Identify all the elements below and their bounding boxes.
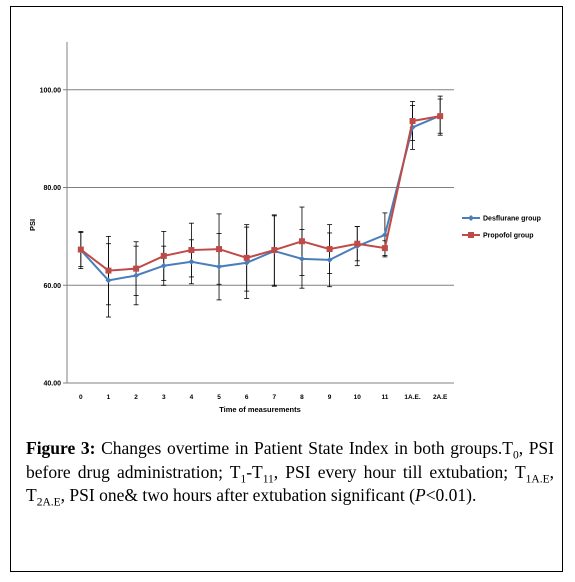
x-tick-label: 10: [354, 394, 362, 401]
data-point: [243, 259, 250, 266]
y-tick-labels: 40.00 60.00 80.00 100.00: [40, 87, 62, 387]
data-point: [77, 246, 84, 253]
x-tick-labels: 0 1 2 3 4 5 6 7 8 9 10 11 1A.E. 2A.E: [79, 394, 448, 401]
legend-entry: Desflurane group: [462, 215, 541, 223]
data-point: [298, 255, 305, 262]
series-line-1: [80, 114, 441, 282]
x-tick-label: 8: [300, 394, 304, 401]
x-tick-label: 2: [134, 394, 138, 401]
x-tick-label: 7: [273, 394, 277, 401]
legend-marker: [468, 215, 474, 221]
data-point: [326, 246, 333, 253]
data-point: [243, 254, 250, 261]
y-tick-label: 60.00: [43, 283, 61, 290]
y-tick-label: 40.00: [43, 381, 61, 388]
data-point: [160, 262, 167, 269]
x-tick-label: 1A.E.: [404, 394, 420, 401]
error-bars: [78, 95, 443, 318]
y-tick-label: 100.00: [40, 87, 62, 94]
figure-frame: [10, 6, 563, 572]
series-lines: [77, 112, 444, 284]
legend-entry: Propofol group: [462, 232, 534, 240]
data-point: [133, 265, 140, 272]
data-point: [381, 231, 388, 238]
x-tick-label: 11: [381, 394, 388, 401]
data-point: [188, 258, 195, 265]
chart: 40.00 60.00 80.00 100.00 0 1 2 3 4 5 6 7 8 9 10 11 1A.E…: [28, 42, 541, 414]
data-point: [216, 246, 223, 253]
data-point: [105, 277, 112, 284]
grid-lines: [63, 89, 454, 384]
x-tick-label: 4: [190, 394, 194, 401]
legend-label: Desflurane group: [483, 216, 541, 223]
series-line-2: [80, 115, 441, 272]
x-axis-label: Time of measurements: [219, 405, 301, 414]
caption-label: Figure 3:: [26, 438, 96, 458]
data-point: [188, 247, 195, 254]
x-tick-label: 1: [107, 394, 111, 401]
legend-label: Propofol group: [483, 233, 534, 240]
data-point: [216, 263, 223, 270]
figure-caption: Figure 3: Changes overtime in Patient St…: [26, 438, 554, 509]
x-tick-label: 9: [328, 394, 332, 401]
legend-marker: [468, 232, 474, 238]
data-point: [437, 113, 444, 120]
data-point: [326, 256, 333, 263]
data-point: [409, 118, 416, 125]
x-tick-label: 2A.E: [433, 394, 448, 401]
data-point: [105, 267, 112, 274]
y-axis-label: PSI: [28, 219, 37, 231]
data-point: [133, 272, 140, 279]
data-point: [354, 240, 361, 247]
data-point: [298, 238, 305, 245]
data-point: [160, 252, 167, 259]
data-point: [381, 245, 388, 252]
y-tick-label: 80.00: [43, 185, 61, 192]
x-tick-label: 0: [79, 394, 83, 401]
x-tick-label: 3: [162, 394, 166, 401]
data-point: [271, 247, 278, 254]
x-tick-label: 5: [217, 394, 221, 401]
legend: Desflurane group Propofol group: [462, 215, 541, 240]
x-tick-label: 6: [245, 394, 249, 401]
